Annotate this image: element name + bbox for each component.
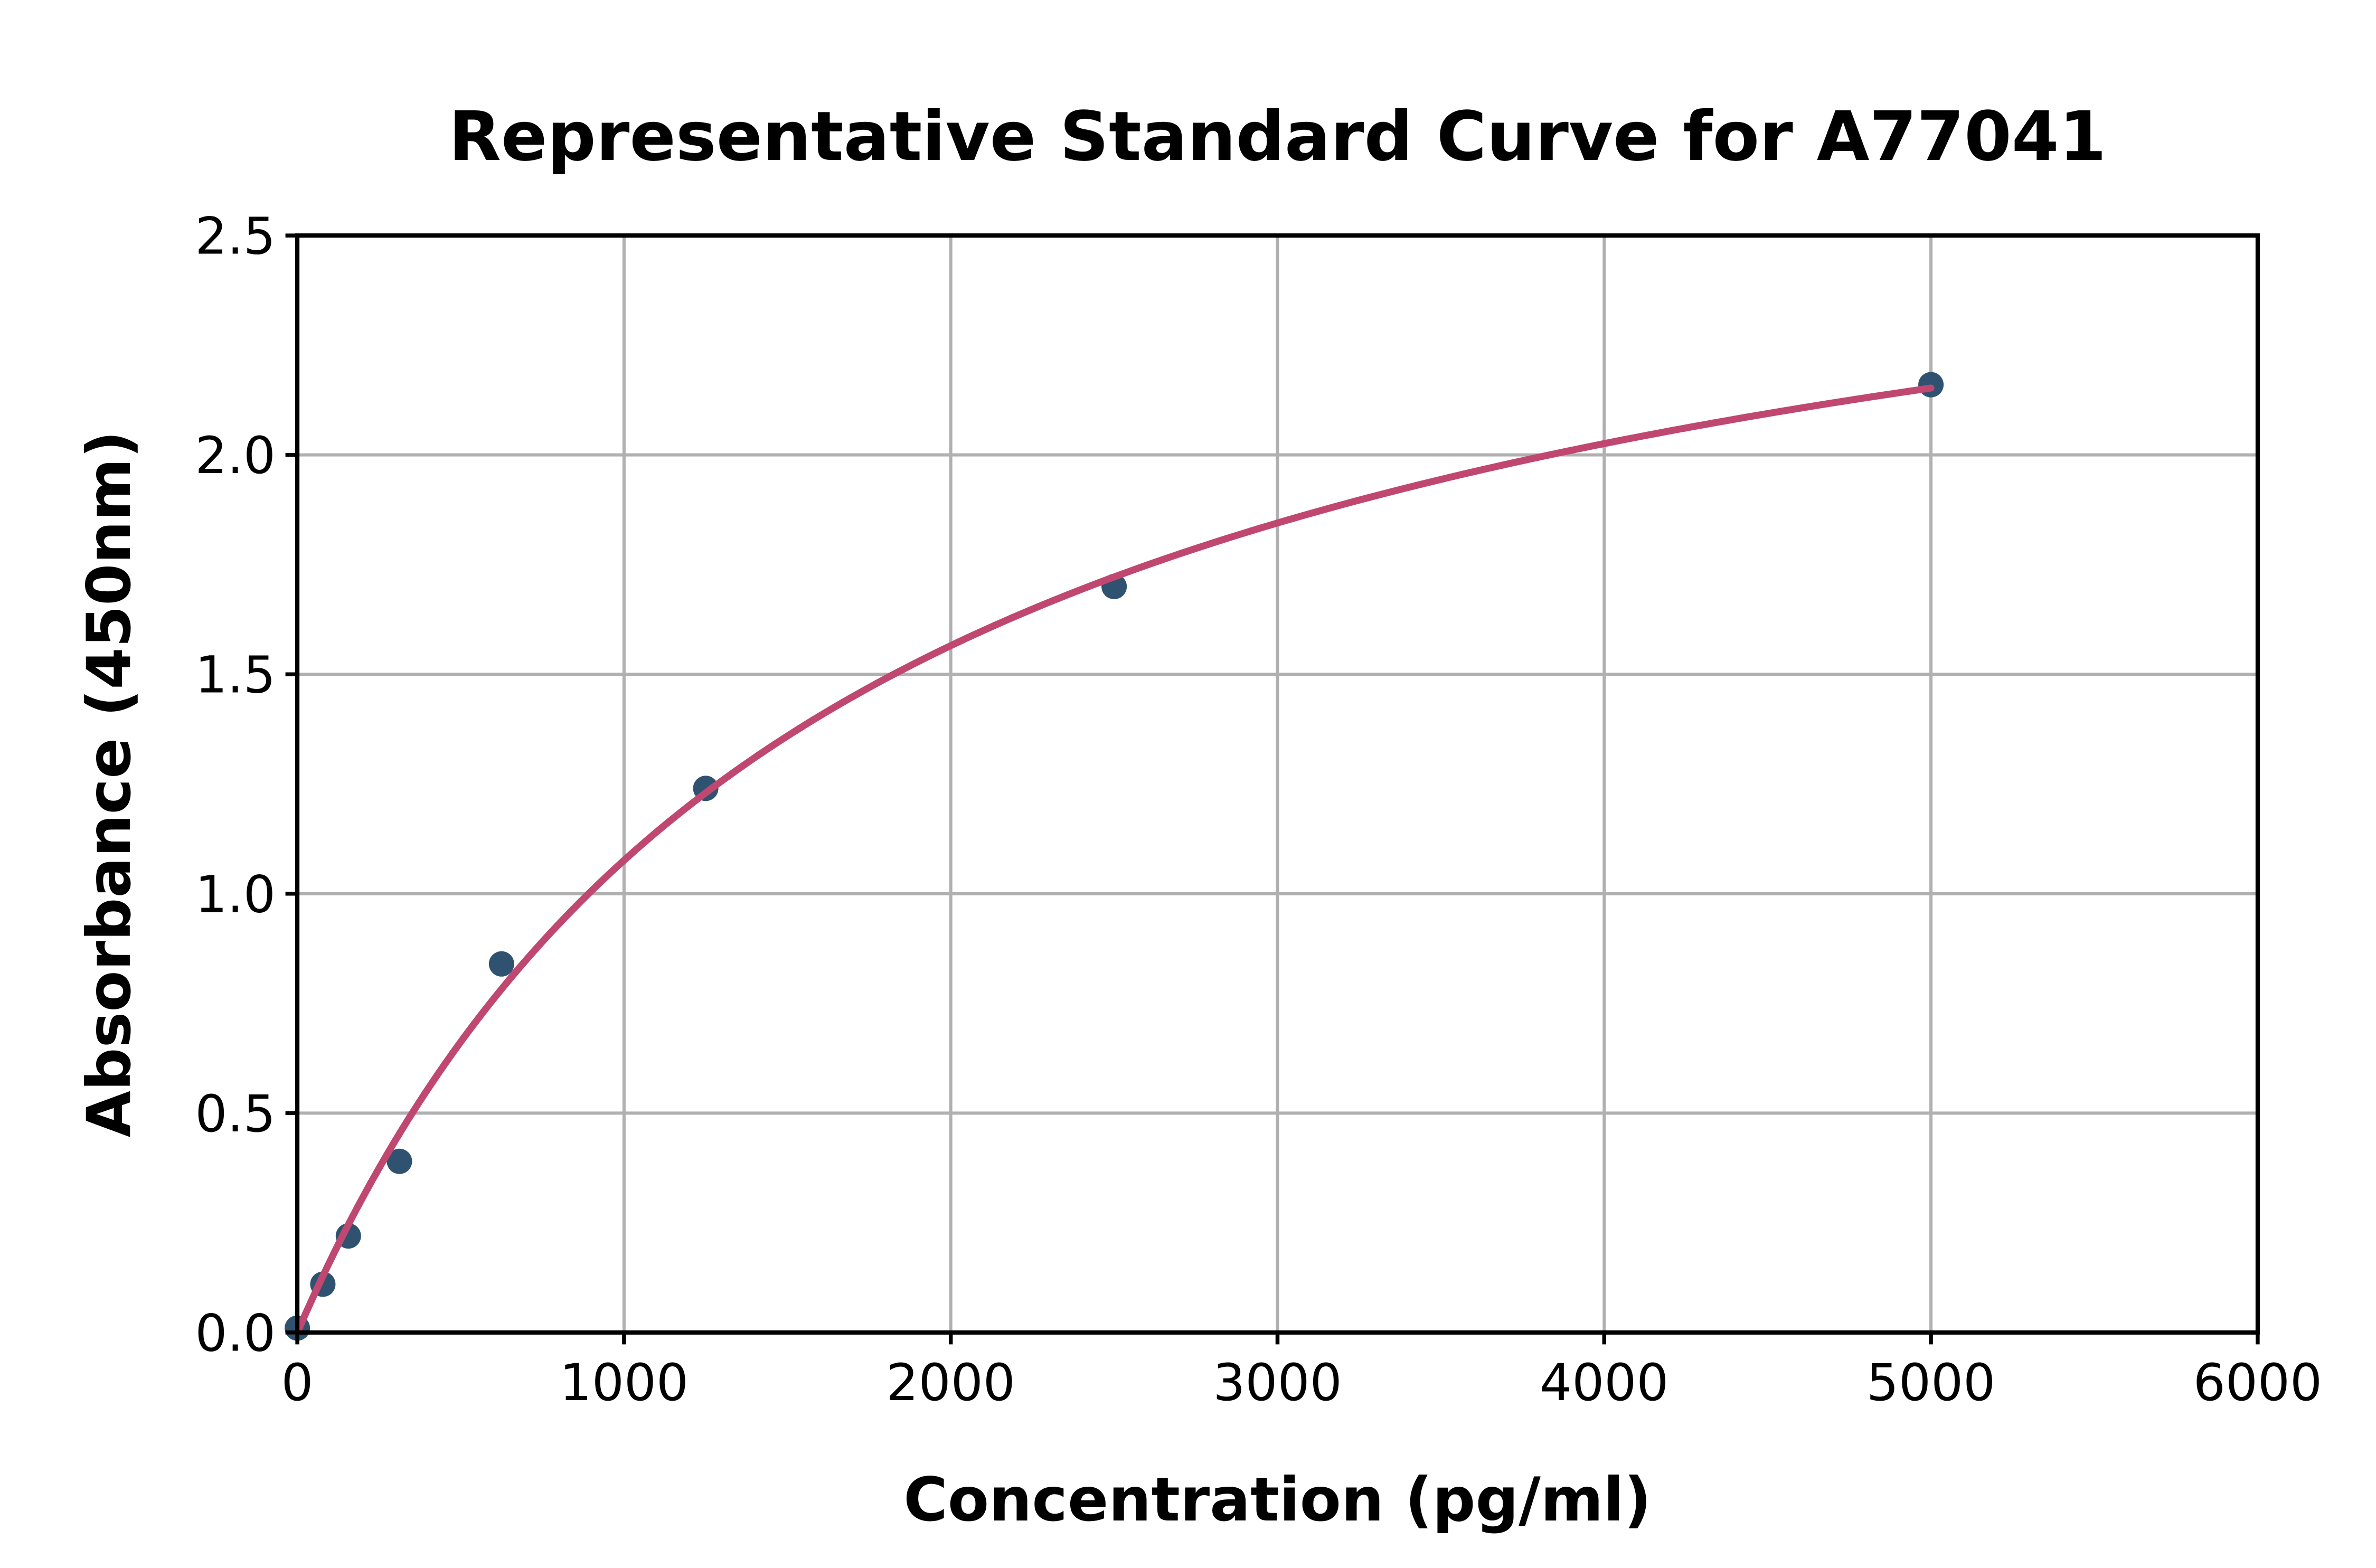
axis-ticks xyxy=(285,233,2260,1345)
x-tick-label: 0 xyxy=(281,1353,314,1412)
grid-lines xyxy=(296,234,2259,1334)
x-tick-label: 3000 xyxy=(1213,1353,1342,1412)
y-tick-label: 2.5 xyxy=(195,207,276,266)
x-tick-label: 2000 xyxy=(887,1353,1015,1412)
y-tick-label: 0.0 xyxy=(195,1303,276,1363)
x-tick-label: 5000 xyxy=(1866,1353,1995,1412)
standard-curve-line xyxy=(294,384,1935,1336)
x-axis-label: Concentration (pg/ml) xyxy=(903,1465,1651,1535)
chart-title: Representative Standard Curve for A77041 xyxy=(449,97,2107,176)
x-tick-label: 4000 xyxy=(1540,1353,1668,1412)
data-points xyxy=(285,372,1944,1341)
y-tick-label: 1.5 xyxy=(195,646,276,705)
data-point xyxy=(386,1148,412,1174)
y-axis-label: Absorbance (450nm) xyxy=(74,431,144,1138)
tick-labels: 0 1000 2000 3000 4000 5000 6000 0.0 0.5 1.0 1.5 2.0… xyxy=(195,207,2322,1412)
data-point xyxy=(488,951,514,977)
y-tick-label: 2.0 xyxy=(195,426,276,485)
y-tick-label: 1.0 xyxy=(195,865,276,924)
fitted-curve xyxy=(294,384,1935,1336)
x-tick-label: 6000 xyxy=(2193,1353,2322,1412)
x-tick-label: 1000 xyxy=(560,1353,689,1412)
y-tick-label: 0.5 xyxy=(195,1084,276,1144)
